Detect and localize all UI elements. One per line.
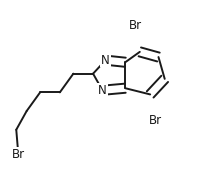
Text: Br: Br (149, 114, 162, 127)
Text: Br: Br (12, 148, 25, 161)
Text: Br: Br (129, 19, 142, 32)
Text: N: N (101, 54, 110, 67)
Text: N: N (98, 84, 107, 97)
